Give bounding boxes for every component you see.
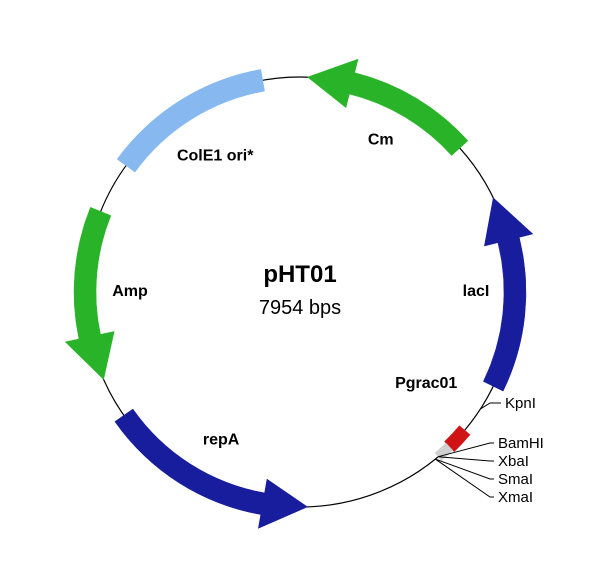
plasmid-size: 7954 bps	[259, 297, 341, 319]
site-label-KpnI: KpnI	[505, 395, 536, 412]
segment-label-ColE1: ColE1 ori*	[177, 148, 254, 165]
plasmid-name: pHT01	[263, 261, 336, 288]
site-leader-XbaI	[438, 457, 494, 461]
segment-label-Amp: Amp	[112, 283, 148, 300]
segment-Amp	[65, 207, 114, 379]
segment-repA	[115, 409, 308, 528]
segment-label-Pgrac01: Pgrac01	[395, 375, 457, 392]
plasmid-map: CmColE1 ori*AmprepAlacIPgrac01KpnIBamHIX…	[0, 0, 600, 585]
site-label-XmaI: XmaI	[498, 489, 533, 506]
site-leader-XmaI	[435, 459, 494, 497]
site-label-XbaI: XbaI	[498, 453, 529, 470]
site-label-SmaI: SmaI	[498, 471, 533, 488]
segment-label-repA: repA	[203, 432, 240, 449]
site-label-BamHI: BamHI	[498, 435, 544, 452]
segment-lacI	[483, 198, 533, 391]
segment-label-lacI: lacI	[463, 283, 490, 300]
segment-label-Cm: Cm	[368, 131, 394, 148]
site-leader-SmaI	[435, 459, 494, 479]
